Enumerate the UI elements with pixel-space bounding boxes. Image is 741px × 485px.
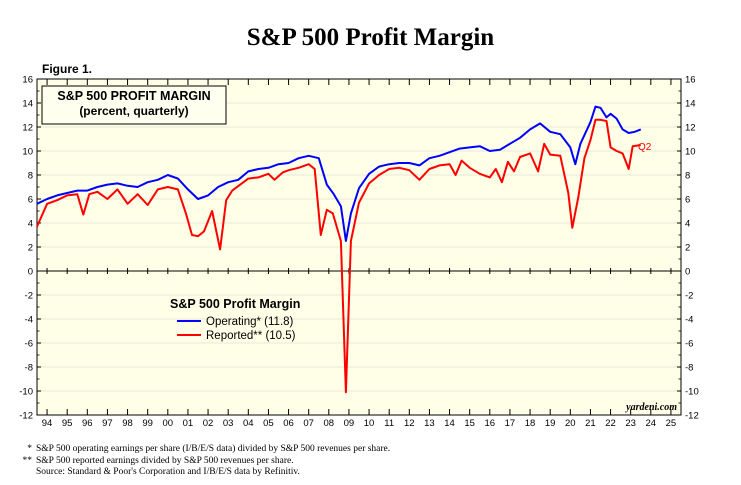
y-tick-label-right: 16 — [685, 75, 696, 86]
end-label-q2: Q2 — [638, 142, 652, 153]
x-tick-label: 06 — [283, 418, 294, 429]
footnote-operating: * S&P 500 operating earnings per share (I… — [14, 444, 390, 454]
y-tick-label-left: 4 — [28, 219, 33, 230]
y-tick-label-left: -4 — [25, 315, 33, 326]
series-line-operating — [36, 105, 642, 242]
footnote-mark: ** — [22, 456, 33, 466]
y-tick-label-left: -12 — [19, 411, 33, 422]
legend-title: S&P 500 Profit Margin — [170, 297, 300, 311]
legend-reported: Reported** (10.5) — [206, 330, 296, 342]
x-tick-label: 10 — [364, 418, 375, 429]
y-tick-label-left: 12 — [22, 123, 33, 134]
x-tick-label: 16 — [485, 418, 496, 429]
x-tick-label: 08 — [324, 418, 335, 429]
y-tick-label-left: 8 — [28, 171, 33, 182]
y-tick-label-left: -8 — [25, 363, 33, 374]
y-tick-label-right: -4 — [685, 315, 693, 326]
x-tick-label: 95 — [62, 418, 73, 429]
x-tick-label: 11 — [384, 418, 394, 429]
y-tick-label-right: 8 — [685, 171, 690, 182]
x-tick-label: 20 — [565, 418, 576, 429]
source-tag: yardeni.com — [625, 402, 677, 413]
y-tick-label-right: -12 — [685, 411, 699, 422]
x-tick-label: 07 — [303, 418, 314, 429]
x-tick-label: 17 — [505, 418, 516, 429]
chart-title: S&P 500 PROFIT MARGIN — [57, 89, 210, 103]
x-tick-label: 14 — [444, 418, 455, 429]
figure-label: Figure 1. — [42, 62, 93, 76]
x-tick-label: 23 — [625, 418, 636, 429]
y-tick-label-left: 2 — [28, 243, 33, 254]
y-tick-label-left: -2 — [25, 291, 33, 302]
x-tick-label: 01 — [183, 418, 194, 429]
x-tick-label: 09 — [344, 418, 355, 429]
chart-title-box — [41, 85, 227, 125]
x-tick-label: 05 — [263, 418, 274, 429]
y-tick-label-right: 10 — [685, 147, 696, 158]
y-tick-label-right: 14 — [685, 99, 696, 110]
y-tick-label-right: -6 — [685, 339, 693, 350]
x-tick-label: 03 — [223, 418, 234, 429]
x-tick-label: 96 — [82, 418, 93, 429]
y-tick-label-left: 14 — [22, 99, 33, 110]
page-title: S&P 500 Profit Margin — [246, 24, 495, 51]
y-tick-label-right: 4 — [685, 219, 690, 230]
x-tick-label: 12 — [404, 418, 415, 429]
x-tick-label: 94 — [42, 418, 53, 429]
footnote-reported: ** S&P 500 reported earnings divided by S… — [14, 456, 294, 466]
y-tick-label-right: 0 — [685, 267, 690, 278]
x-tick-label: 18 — [525, 418, 536, 429]
y-tick-label-right: 6 — [685, 195, 690, 206]
y-tick-label-right: 12 — [685, 123, 696, 134]
y-tick-label-left: -6 — [25, 339, 33, 350]
x-tick-label: 24 — [646, 418, 657, 429]
legend-operating: Operating* (11.8) — [206, 316, 294, 328]
x-tick-label: 22 — [605, 418, 616, 429]
footnote-mark: * — [27, 444, 32, 454]
y-tick-label-left: 6 — [28, 195, 33, 206]
y-tick-label-left: -10 — [19, 387, 33, 398]
footnote-text: S&P 500 operating earnings per share (I/… — [36, 444, 391, 454]
y-tick-label-left: 16 — [22, 75, 33, 86]
series-lines — [36, 105, 642, 394]
x-tick-label: 98 — [122, 418, 133, 429]
y-tick-label-right: -10 — [685, 387, 699, 398]
y-tick-label-right: 2 — [685, 243, 690, 254]
y-tick-label-left: 10 — [22, 147, 33, 158]
y-tick-label-left: 0 — [28, 267, 33, 278]
x-tick-label: 15 — [464, 418, 475, 429]
chart-subtitle: (percent, quarterly) — [79, 104, 188, 118]
x-tick-label: 25 — [666, 418, 677, 429]
x-tick-label: 19 — [545, 418, 556, 429]
x-tick-label: 00 — [163, 418, 174, 429]
x-tick-label: 99 — [142, 418, 153, 429]
footnote-source: Source: Standard & Poor's Corporation an… — [14, 467, 300, 477]
y-tick-label-right: -8 — [685, 363, 693, 374]
x-tick-label: 21 — [585, 418, 596, 429]
y-tick-label-right: -2 — [685, 291, 693, 302]
footnote-text: S&P 500 reported earnings divided by S&P… — [36, 456, 294, 466]
x-tick-label: 97 — [102, 418, 113, 429]
x-tick-label: 13 — [424, 418, 435, 429]
footnote-text: Source: Standard & Poor's Corporation an… — [36, 467, 300, 477]
x-tick-label: 04 — [243, 418, 254, 429]
series-line-reported — [36, 118, 641, 394]
x-tick-label: 02 — [203, 418, 214, 429]
